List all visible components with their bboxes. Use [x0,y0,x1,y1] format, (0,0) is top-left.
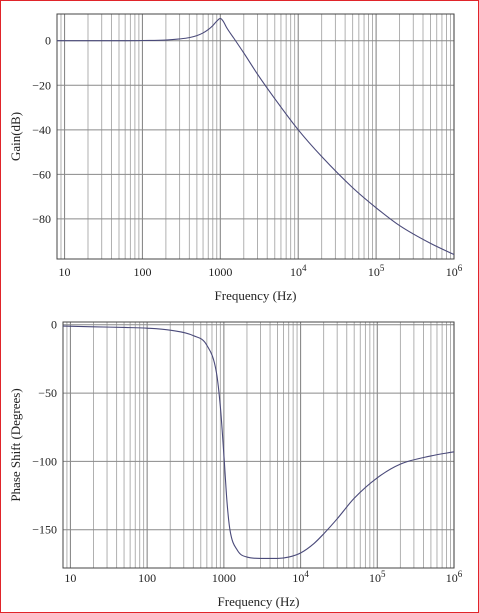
phase-chart: 10 100 1000 104 105 106 0 −50 −100 −150 Frequency … [8,318,463,609]
y-tick-label: −40 [32,123,51,137]
x-tick-label: 1000 [208,265,232,279]
y-axis-title: Gain(dB) [8,112,23,161]
x-tick-label: 1000 [212,571,236,585]
y-tick-label: −150 [32,523,57,537]
x-axis-title: Frequency (Hz) [218,594,300,609]
horizontal-grid [63,324,454,531]
plot-frame [62,321,455,569]
plot-frame [56,13,455,260]
y-tick-label: 0 [45,34,51,48]
gain-chart: 10 100 1000 104 105 106 0 −20 −40 −60 −80 Frequency… [8,13,463,303]
x-tick-label: 106 [446,263,463,279]
plot-area [63,322,454,568]
y-tick-label: −100 [32,454,57,468]
x-tick-label: 104 [292,569,309,585]
y-tick-label: −20 [32,78,51,92]
x-tick-label: 105 [369,569,386,585]
x-tick-label: 100 [133,265,151,279]
y-tick-label: −60 [32,167,51,181]
x-tick-label: 106 [446,569,463,585]
x-tick-label: 104 [290,263,307,279]
x-tick-label: 10 [59,265,71,279]
x-tick-label: 100 [138,571,156,585]
gain-curve [57,17,455,256]
y-tick-label: 0 [51,318,57,332]
y-axis-title: Phase Shift (Degrees) [8,388,23,501]
x-tick-label: 10 [64,571,76,585]
y-tick-label: −50 [38,386,57,400]
x-tick-label: 105 [368,263,385,279]
plot-area [57,14,454,259]
phase-curve [62,325,455,559]
y-tick-label: −80 [32,212,51,226]
horizontal-grid [57,40,454,220]
x-axis-title: Frequency (Hz) [215,288,297,303]
